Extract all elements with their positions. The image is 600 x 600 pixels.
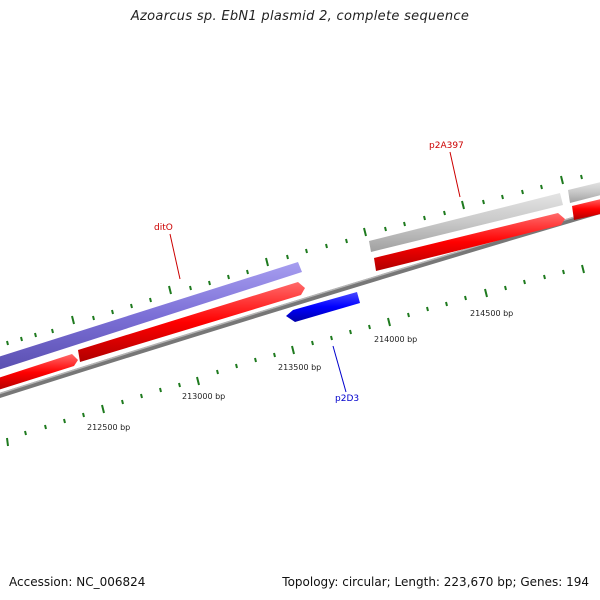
- scale-label-214500: 214500 bp: [470, 309, 513, 318]
- topology-summary: Topology: circular; Length: 223,670 bp; …: [282, 575, 589, 589]
- scale-label-213500: 213500 bp: [278, 363, 321, 372]
- red-cds-dito[interactable]: [78, 282, 305, 362]
- red-cds-right[interactable]: [572, 198, 600, 220]
- sequence-backbone: [0, 208, 600, 399]
- inner-ticks: [6, 264, 585, 447]
- gene-p2a397-bar[interactable]: [369, 193, 563, 252]
- red-cds-left[interactable]: [0, 354, 78, 391]
- gene-p2a397-leader: [449, 151, 461, 198]
- gene-label-dito[interactable]: ditO: [154, 223, 173, 233]
- outer-ticks: [6, 174, 583, 346]
- red-cds-p2a397[interactable]: [374, 213, 565, 271]
- gene-label-p2d3[interactable]: p2D3: [335, 394, 359, 404]
- gene-label-p2a397[interactable]: p2A397: [429, 141, 464, 151]
- gene-p2d3-bar[interactable]: [286, 292, 360, 322]
- accession-text: Accession: NC_006824: [9, 575, 146, 589]
- gray-feature-right[interactable]: [568, 181, 600, 203]
- scale-label-213000: 213000 bp: [182, 392, 225, 401]
- gene-dito-cog-bar[interactable]: [0, 262, 302, 371]
- scale-label-212500: 212500 bp: [87, 423, 130, 432]
- gene-p2d3-leader: [332, 345, 347, 393]
- map-title: Azoarcus sp. EbN1 plasmid 2, complete se…: [130, 9, 470, 24]
- scale-label-214000: 214000 bp: [374, 335, 417, 344]
- gene-dito-leader: [169, 233, 181, 280]
